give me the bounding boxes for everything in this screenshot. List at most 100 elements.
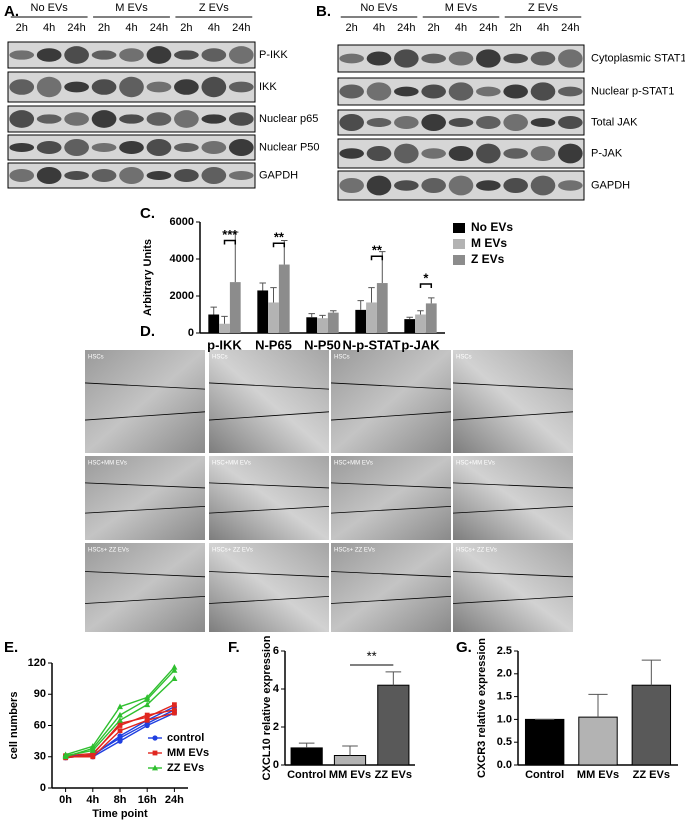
y-tick-label: 0 bbox=[273, 759, 279, 771]
blot-band bbox=[503, 84, 528, 99]
time-label: 2h bbox=[16, 22, 28, 34]
scratch-edge bbox=[330, 382, 452, 390]
bar bbox=[317, 318, 328, 333]
band-label: GAPDH bbox=[591, 179, 630, 191]
blot-band bbox=[530, 51, 556, 66]
blot-band bbox=[64, 81, 89, 93]
x-tick-label: MM EVs bbox=[577, 769, 619, 781]
time-label: 4h bbox=[208, 22, 220, 34]
point bbox=[62, 751, 69, 758]
bar bbox=[327, 312, 339, 333]
band-label: IKK bbox=[259, 81, 277, 93]
blot-band bbox=[394, 143, 419, 164]
scratch-edge bbox=[84, 506, 206, 514]
bar bbox=[415, 314, 426, 333]
point bbox=[144, 701, 151, 708]
panel-label: G. bbox=[456, 639, 472, 656]
blot-band bbox=[476, 49, 501, 68]
bar bbox=[229, 282, 241, 333]
blot-band bbox=[394, 49, 419, 68]
point bbox=[117, 711, 123, 718]
blot-band bbox=[394, 86, 419, 97]
y-tick-label: 6 bbox=[273, 645, 279, 657]
legend-label: M EVs bbox=[471, 236, 507, 250]
band-label: P-IKK bbox=[259, 49, 288, 61]
legend-marker bbox=[152, 735, 158, 741]
blot-band bbox=[228, 112, 254, 126]
y-tick-label: 1.0 bbox=[497, 713, 512, 725]
micrograph bbox=[331, 350, 451, 453]
blot-band bbox=[146, 171, 172, 180]
blot-band bbox=[64, 46, 89, 64]
blot-band bbox=[476, 116, 501, 129]
micrograph-label: HSC+MM EVs bbox=[212, 461, 251, 467]
panel-label: E. bbox=[4, 639, 18, 656]
legend-swatch bbox=[453, 223, 465, 233]
error-bar bbox=[406, 316, 413, 320]
blot-band bbox=[146, 112, 172, 126]
panel-label: C. bbox=[140, 205, 155, 222]
blot-band bbox=[9, 50, 35, 60]
group-label: No EVs bbox=[360, 2, 398, 14]
blot-band bbox=[9, 110, 35, 128]
error-bar bbox=[342, 745, 358, 756]
x-tick-label: 0h bbox=[59, 794, 72, 806]
x-axis-label: Time point bbox=[92, 808, 148, 820]
blot-band bbox=[64, 171, 89, 180]
scratch-edge bbox=[208, 571, 330, 578]
x-tick-label: p-JAK bbox=[401, 337, 440, 352]
error-bar bbox=[428, 297, 435, 304]
blot-band bbox=[366, 82, 392, 101]
scratch-edge bbox=[452, 596, 574, 604]
blot-band bbox=[174, 169, 199, 182]
bar bbox=[404, 319, 416, 333]
x-tick-label: MM EVs bbox=[329, 769, 371, 781]
band-label: P-JAK bbox=[591, 147, 623, 159]
band-label: Total JAK bbox=[591, 116, 638, 128]
panel-label: A. bbox=[4, 3, 19, 20]
bar bbox=[631, 684, 672, 766]
y-axis-label: CXCL10 relative expression bbox=[261, 635, 273, 780]
scratch-edge bbox=[208, 382, 330, 390]
legend-swatch bbox=[453, 255, 465, 265]
panel-label: F. bbox=[228, 639, 240, 656]
y-tick-label: 120 bbox=[28, 657, 46, 669]
blot-band bbox=[421, 177, 446, 194]
significance-label: * bbox=[423, 270, 429, 285]
band-label: Nuclear p-STAT1 bbox=[591, 85, 674, 97]
blot-band bbox=[503, 114, 528, 131]
error-bar bbox=[259, 282, 266, 291]
time-label: 4h bbox=[43, 22, 55, 34]
x-tick-label: Control bbox=[287, 769, 326, 781]
time-label: 4h bbox=[373, 22, 385, 34]
scratch-edge bbox=[452, 506, 574, 514]
x-tick-label: p-IKK bbox=[207, 337, 242, 352]
y-tick-label: 2.0 bbox=[497, 668, 512, 680]
y-tick-label: 60 bbox=[34, 719, 46, 731]
scratch-edge bbox=[84, 411, 206, 421]
blot-band bbox=[530, 145, 556, 162]
x-tick-label: Control bbox=[525, 769, 564, 781]
error-bar bbox=[641, 659, 661, 686]
micrograph-label: HSC+MM EVs bbox=[334, 461, 373, 467]
time-label: 24h bbox=[67, 22, 85, 34]
panel-label: B. bbox=[316, 3, 331, 20]
blot-band bbox=[228, 46, 254, 64]
blot-band bbox=[476, 86, 501, 97]
micrograph-label: HSCs bbox=[456, 355, 472, 361]
blot-band bbox=[530, 175, 556, 196]
blot-band bbox=[558, 49, 583, 68]
micrograph bbox=[85, 456, 205, 540]
blot-band bbox=[394, 180, 419, 191]
blot-band bbox=[394, 116, 419, 129]
blot-band bbox=[530, 82, 556, 101]
significance-label: ** bbox=[274, 230, 285, 245]
scratch-edge bbox=[208, 482, 330, 489]
time-label: 4h bbox=[125, 22, 137, 34]
blot-band bbox=[36, 48, 62, 62]
micrograph-label: HSCs bbox=[334, 355, 350, 361]
point bbox=[171, 675, 178, 682]
y-tick-label: 0.0 bbox=[497, 759, 512, 771]
bar bbox=[578, 716, 618, 766]
scratch-edge bbox=[330, 506, 452, 514]
